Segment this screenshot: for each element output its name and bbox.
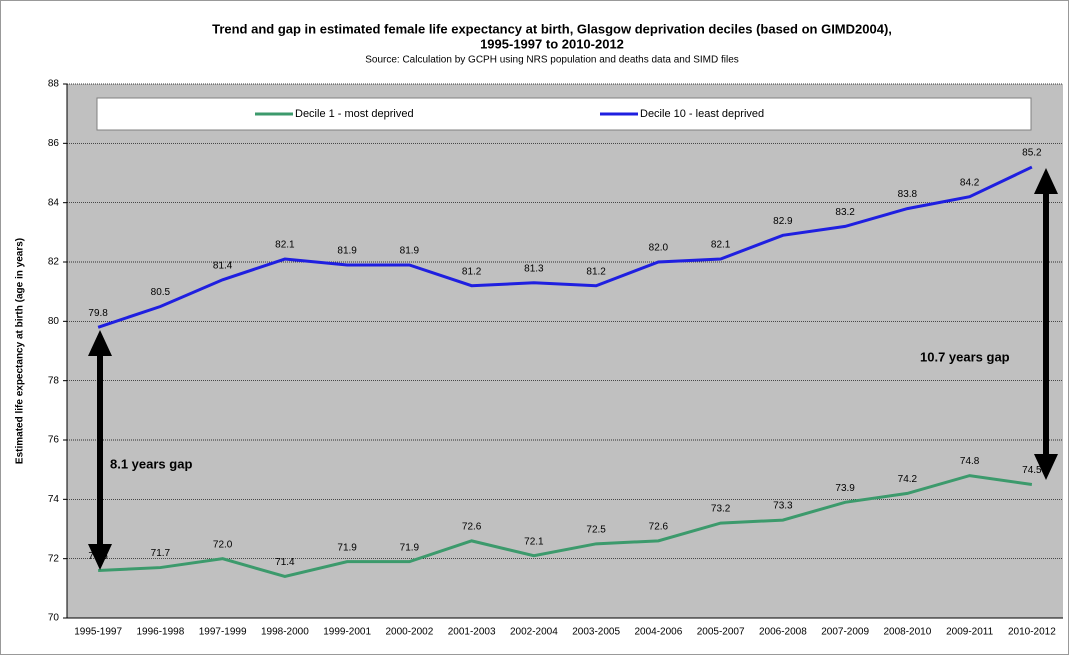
annotation: 10.7 years gap: [920, 349, 1010, 364]
x-tick-label: 2008-2010: [883, 627, 931, 638]
annotation: 8.1 years gap: [110, 456, 192, 471]
data-label: 71.9: [400, 542, 420, 553]
x-tick-label: 2004-2006: [634, 627, 682, 638]
data-label: 83.2: [835, 207, 855, 218]
y-tick-label: 70: [48, 613, 60, 624]
data-label: 81.9: [337, 246, 357, 257]
y-tick-label: 82: [48, 257, 60, 268]
data-label: 82.1: [275, 240, 295, 251]
y-tick-label: 88: [48, 79, 60, 90]
data-label: 72.0: [213, 539, 233, 550]
x-tick-label: 2000-2002: [385, 627, 433, 638]
data-label: 71.4: [275, 557, 295, 568]
series-line: [97, 165, 1033, 329]
x-tick-label: 1996-1998: [136, 627, 184, 638]
data-label: 82.9: [773, 216, 793, 227]
data-label: 81.3: [524, 263, 544, 274]
data-label: 74.8: [960, 456, 980, 467]
x-tick-label: 2002-2004: [510, 627, 558, 638]
x-tick-label: 2005-2007: [697, 627, 745, 638]
data-label: 73.2: [711, 504, 731, 515]
data-label: 82.0: [649, 243, 669, 254]
x-tick-label: 2003-2005: [572, 627, 620, 638]
y-tick-label: 74: [48, 494, 60, 505]
data-label: 72.1: [524, 536, 544, 547]
x-tick-label: 2006-2008: [759, 627, 807, 638]
data-label: 72.6: [462, 522, 482, 533]
data-label: 74.2: [898, 474, 918, 485]
chart-title: Trend and gap in estimated female life e…: [212, 21, 892, 36]
marks: 70 72 74 76 78 80 82 84 86 88 1995-1997 1996-1998 19…: [48, 79, 1063, 638]
gap-arrows: [88, 168, 1058, 570]
data-label: 72.6: [649, 522, 669, 533]
x-tick-label: 1997-1999: [199, 627, 247, 638]
data-label: 71.9: [337, 542, 357, 553]
y-tick-label: 84: [48, 197, 60, 208]
data-label: 74.5: [1022, 465, 1042, 476]
chart-subtitle: Source: Calculation by GCPH using NRS po…: [365, 55, 739, 66]
data-label: 80.5: [151, 287, 171, 298]
y-tick-label: 76: [48, 435, 60, 446]
x-tick-label: 2007-2009: [821, 627, 869, 638]
x-tick-label: 1998-2000: [261, 627, 309, 638]
data-label: 81.2: [462, 266, 482, 277]
data-label: 84.2: [960, 177, 980, 188]
series-line: [98, 474, 1033, 579]
x-tick-label: 2001-2003: [448, 627, 496, 638]
data-label: 72.5: [586, 524, 606, 535]
data-label: 81.9: [400, 246, 420, 257]
y-tick-label: 80: [48, 316, 60, 327]
x-tick-label: 2010-2012: [1008, 627, 1056, 638]
legend: [96, 97, 1032, 131]
data-label: 79.8: [88, 308, 108, 319]
plot-area: [67, 84, 1063, 618]
y-tick-label: 86: [48, 138, 60, 149]
data-label: 85.2: [1022, 148, 1042, 159]
x-tick-label: 1995-1997: [74, 627, 122, 638]
data-label: 71.7: [151, 548, 171, 559]
legend-label: Decile 1 - most deprived: [295, 108, 414, 120]
data-label: 81.2: [586, 266, 606, 277]
y-axis-label: Estimated life expectancy at birth (age …: [15, 238, 26, 464]
data-label: 73.9: [835, 483, 855, 494]
data-label: 83.8: [898, 189, 918, 200]
data-label: 81.4: [213, 260, 233, 271]
y-tick-label: 72: [48, 553, 60, 564]
y-tick-label: 78: [48, 375, 60, 386]
legend-label: Decile 10 - least deprived: [640, 108, 764, 120]
data-label: 82.1: [711, 240, 731, 251]
data-label: 73.3: [773, 501, 793, 512]
x-tick-label: 2009-2011: [946, 627, 994, 638]
x-tick-label: 1999-2001: [323, 627, 371, 638]
chart-title: 1995-1997 to 2010-2012: [480, 36, 624, 51]
